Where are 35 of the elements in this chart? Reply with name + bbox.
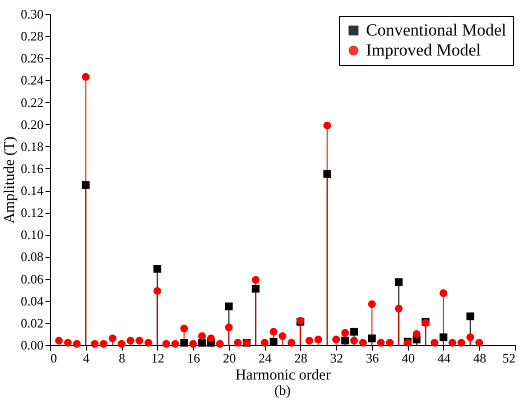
y-tick-label: 0.08: [20, 249, 44, 264]
legend-label: Conventional Model: [366, 20, 507, 40]
text: (b): [274, 384, 291, 399]
x-tick-label: 52: [502, 350, 516, 366]
x-tick-label: 36: [366, 350, 380, 366]
y-tick-label: 0.20: [20, 116, 44, 132]
y-tick-label: 0.06: [20, 271, 44, 286]
y-tick-label: 0.12: [20, 205, 44, 220]
y-tick-label: 0.00: [20, 338, 44, 352]
x-tick-label: 48: [473, 350, 486, 366]
y-tick-label: 0.16: [20, 160, 44, 176]
legend-label: Improved Model: [366, 40, 481, 60]
y-axis-title: Amplitude (T): [2, 136, 18, 224]
y-tick-label: 0.22: [20, 94, 44, 110]
x-tick-label: 44: [437, 350, 451, 366]
x-tick-label: 40: [402, 350, 415, 366]
y-tick-label: 0.18: [20, 138, 44, 154]
x-tick-label: 0: [50, 350, 57, 366]
x-tick-label: 28: [294, 350, 308, 366]
x-tick-label: 4: [83, 350, 90, 366]
y-tick-label: 0.02: [20, 315, 44, 330]
y-tick-label: 0.04: [20, 293, 44, 308]
x-tick-label: 16: [187, 350, 201, 366]
x-tick-label: 8: [118, 350, 126, 366]
x-tick-label: 32: [330, 350, 344, 366]
x-tick-label: 12: [151, 350, 164, 366]
x-axis-title: Harmonic order: [235, 368, 331, 384]
y-tick-label: 0.24: [20, 72, 44, 88]
x-tick-label: 20: [222, 350, 236, 366]
y-tick-label: 0.14: [20, 183, 44, 198]
y-tick-label: 0.30: [20, 6, 44, 22]
y-tick-label: 0.10: [20, 227, 44, 242]
y-tick-label: 0.28: [20, 28, 44, 44]
y-tick-label: 0.26: [20, 50, 44, 66]
x-tick-label: 24: [258, 350, 272, 366]
